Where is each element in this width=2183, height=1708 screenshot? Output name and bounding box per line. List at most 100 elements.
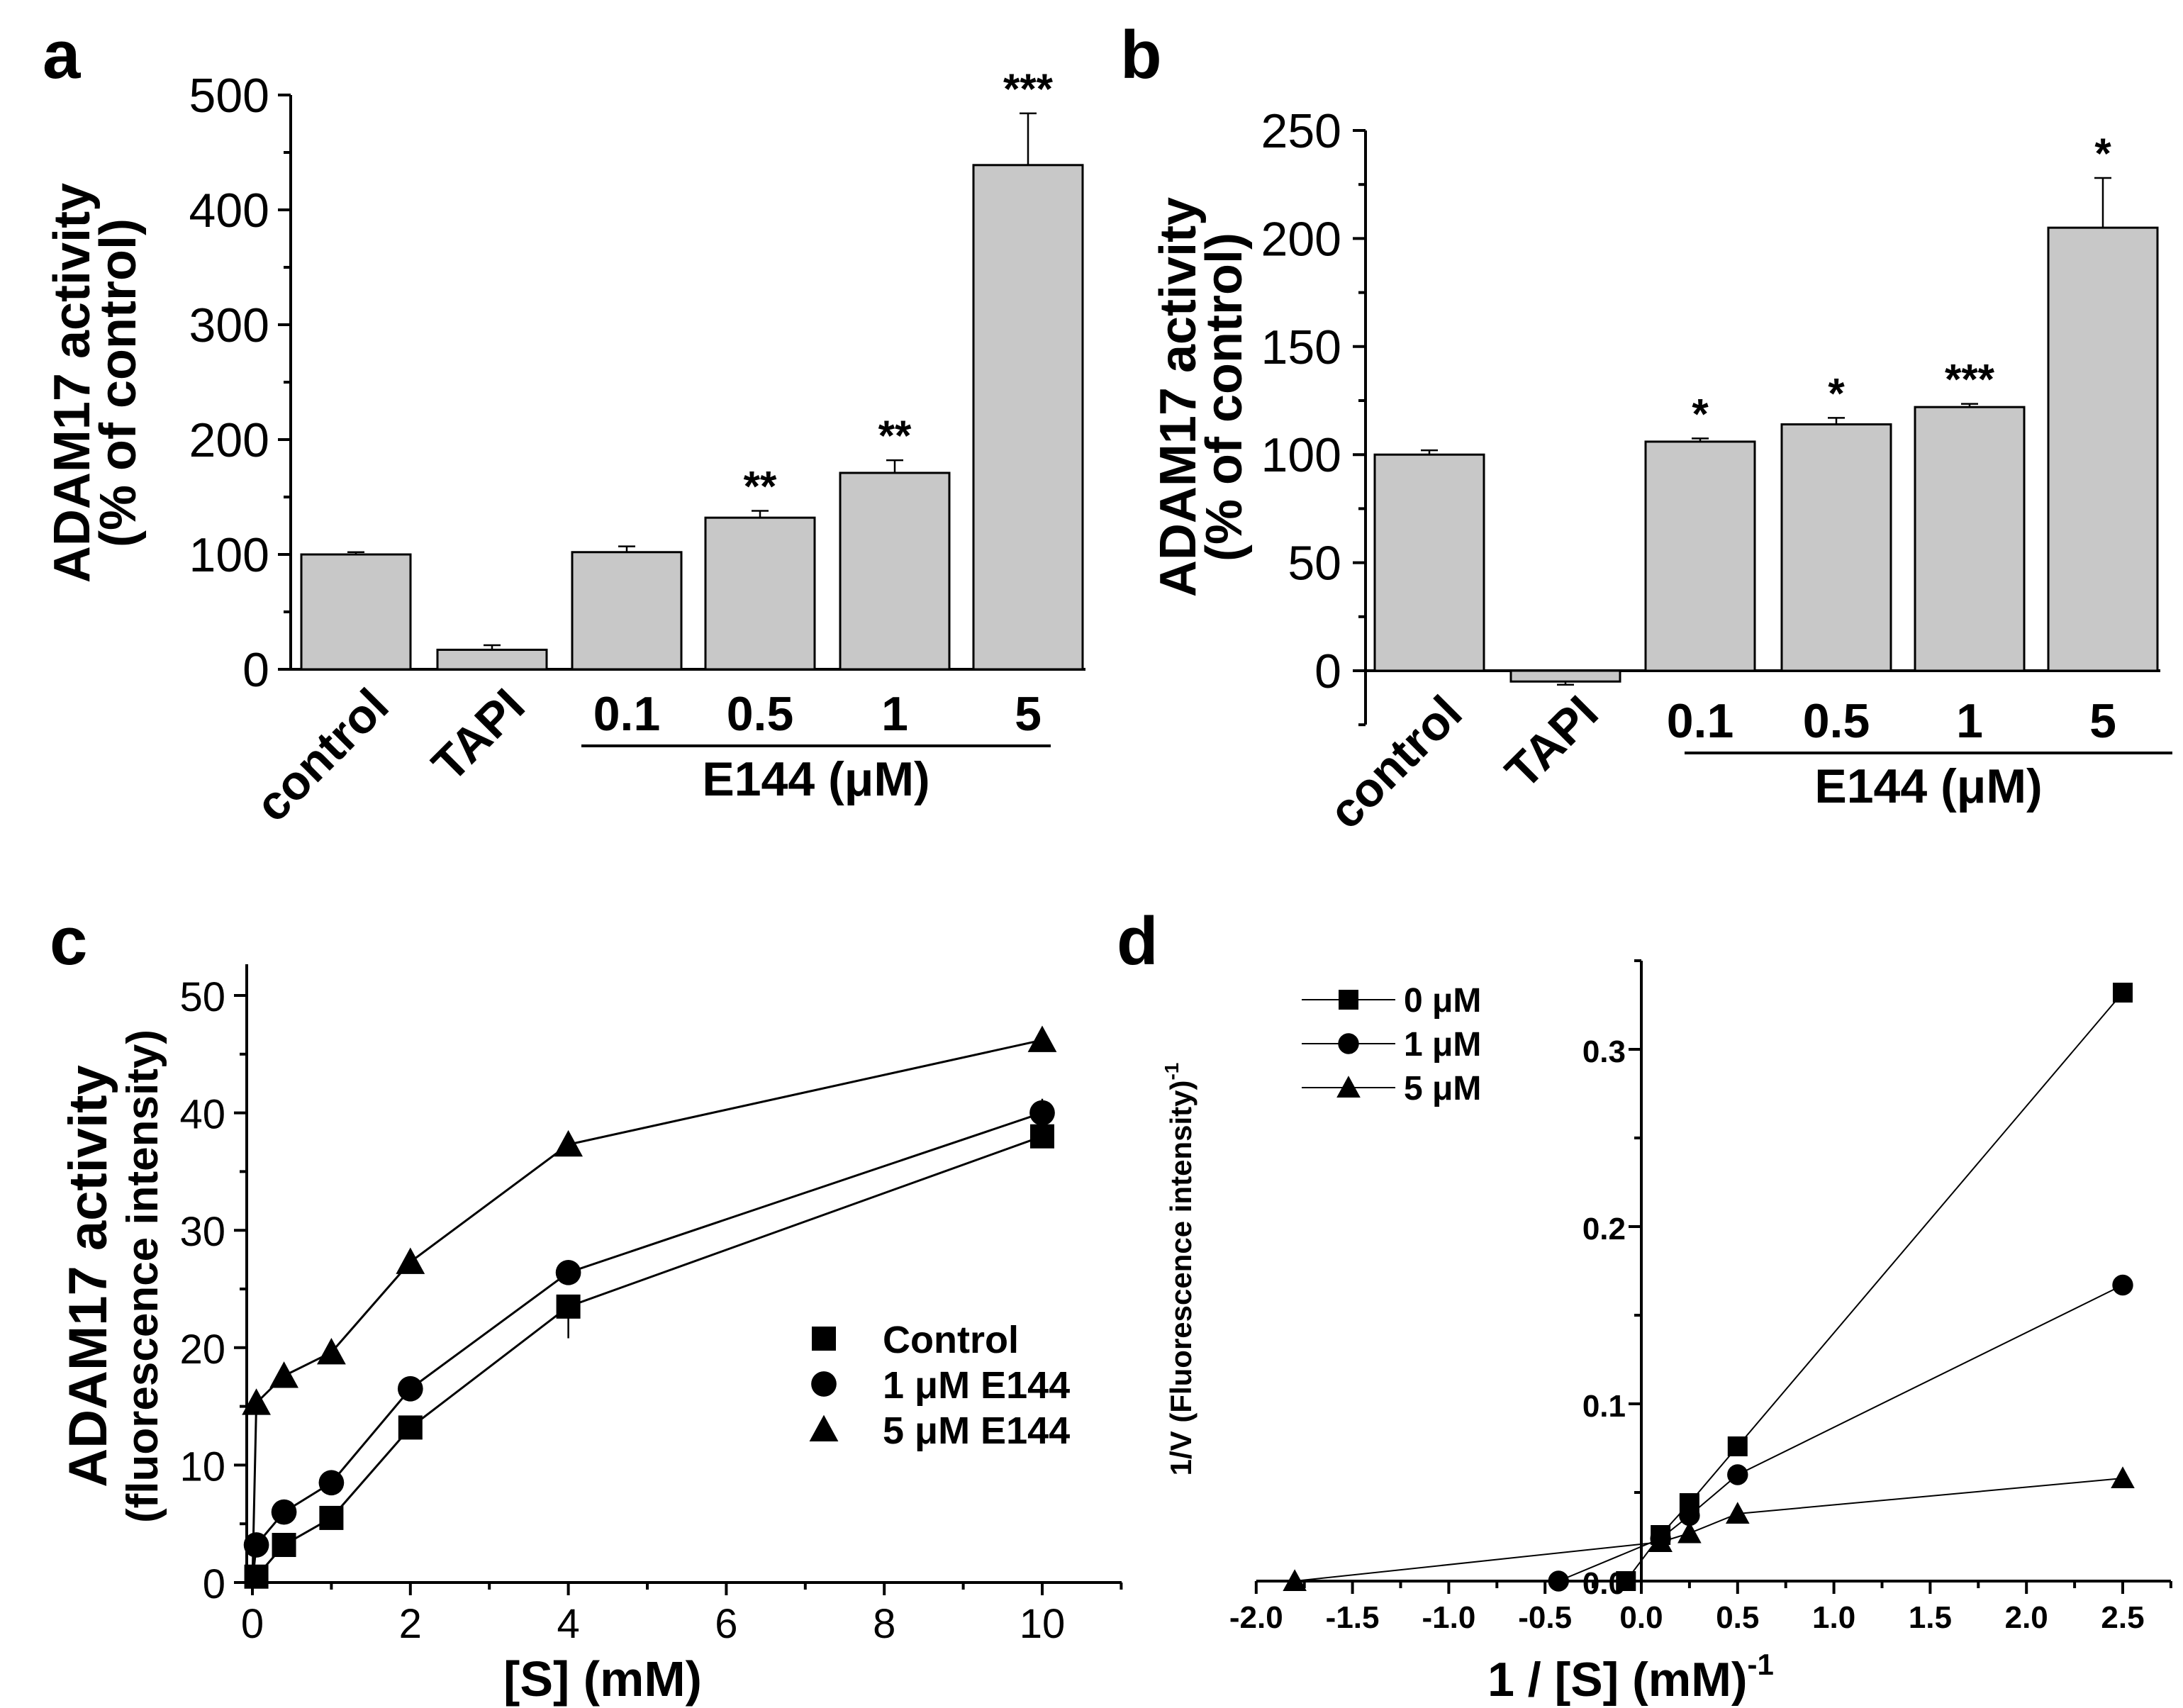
legend-label: 1 μM bbox=[1404, 1026, 1481, 1064]
bar-control bbox=[1373, 453, 1485, 672]
data-point-triangle bbox=[1283, 1569, 1307, 1591]
panel-label-c: c bbox=[50, 903, 87, 979]
y-axis-title: ADAM17 activity bbox=[58, 1065, 118, 1487]
data-point-square bbox=[1727, 1436, 1748, 1456]
y-tick-label: 50 bbox=[179, 974, 225, 1020]
group-label: E144 (μM) bbox=[1814, 759, 2042, 813]
bar-5 bbox=[2047, 226, 2159, 672]
panel-label-d: d bbox=[1117, 903, 1159, 979]
bar-TAPI bbox=[1509, 669, 1621, 683]
y-tick-label: 0.1 bbox=[1582, 1389, 1626, 1424]
x-category-label: 1 bbox=[881, 687, 908, 741]
x-tick-label: 0.5 bbox=[1716, 1600, 1759, 1635]
significance-marker: * bbox=[2094, 130, 2111, 177]
bar-5 bbox=[972, 164, 1084, 671]
y-axis-subtitle: (fluorescence intensity) bbox=[118, 1029, 167, 1523]
data-point-circle bbox=[271, 1499, 297, 1525]
panel-d-lineweaver-burk-plot: 0.00.10.20.3-2.0 -1.5 -1.0 -0.5 0.0 0.5 1.0 1.5… bbox=[1161, 959, 2172, 1707]
data-point-square bbox=[319, 1505, 344, 1530]
x-category-label: 0.1 bbox=[593, 687, 661, 741]
x-tick-label: 1.0 bbox=[1812, 1600, 1855, 1635]
significance-marker: *** bbox=[1945, 356, 1995, 403]
y-tick-label: 0.3 bbox=[1582, 1034, 1626, 1069]
legend-marker-triangle bbox=[809, 1414, 839, 1441]
significance-marker: ** bbox=[744, 462, 777, 510]
y-axis-title: ADAM17 activity bbox=[1150, 197, 1207, 597]
y-tick-label: 400 bbox=[189, 184, 269, 238]
y-tick-label: 30 bbox=[179, 1209, 225, 1255]
data-point-square bbox=[1616, 1571, 1636, 1591]
x-category-label: control bbox=[245, 679, 399, 832]
data-point-square bbox=[272, 1533, 296, 1558]
data-point-circle bbox=[318, 1470, 345, 1496]
legend-label: Control bbox=[883, 1319, 1019, 1361]
legend-label: 5 μM E144 bbox=[883, 1410, 1070, 1452]
x-category-label: 5 bbox=[2089, 694, 2116, 748]
y-tick-label: 20 bbox=[179, 1327, 225, 1373]
bar-TAPI bbox=[436, 648, 548, 671]
bar-0.5 bbox=[704, 516, 816, 671]
data-point-square bbox=[1030, 1124, 1054, 1149]
data-point-circle bbox=[243, 1532, 269, 1558]
legend-marker-square bbox=[812, 1327, 836, 1351]
legend-marker-square bbox=[1339, 990, 1358, 1010]
data-point-triangle bbox=[1027, 1025, 1057, 1052]
data-point-circle bbox=[1727, 1464, 1748, 1485]
x-tick-label: 6 bbox=[715, 1601, 737, 1647]
data-point-triangle bbox=[269, 1361, 298, 1388]
x-category-label: 0.5 bbox=[727, 687, 794, 741]
y-tick-label: 200 bbox=[189, 413, 269, 467]
y-axis-subtitle: (% of control) bbox=[90, 218, 147, 547]
panel-label-b: b bbox=[1120, 17, 1162, 93]
bar-1 bbox=[839, 471, 951, 671]
data-point-triangle bbox=[1677, 1521, 1702, 1544]
data-point-circle bbox=[397, 1375, 423, 1402]
data-point-triangle bbox=[396, 1247, 425, 1274]
y-axis-title-exponent: -1 bbox=[1161, 1063, 1183, 1081]
y-tick-label: 200 bbox=[1261, 212, 1341, 266]
y-axis-subtitle: (% of control) bbox=[1196, 233, 1253, 562]
x-axis-title-exponent: -1 bbox=[1748, 1648, 1774, 1681]
bar-control bbox=[300, 553, 412, 671]
panel-a-bar-chart: 0 100 200 300 400 500 ADAM17 activity(% of con… bbox=[44, 65, 1085, 832]
data-point-square bbox=[244, 1564, 269, 1589]
series-line-0 bbox=[1625, 992, 2123, 1582]
data-point-circle bbox=[555, 1259, 581, 1285]
x-tick-label: 0 bbox=[241, 1601, 264, 1647]
x-category-label: 0.1 bbox=[1667, 694, 1734, 748]
data-point-triangle bbox=[1648, 1530, 1673, 1552]
x-tick-label: 8 bbox=[873, 1601, 895, 1647]
y-tick-label: 150 bbox=[1261, 320, 1341, 374]
x-tick-label: 2.5 bbox=[2101, 1600, 2144, 1635]
series-line-2 bbox=[1295, 1478, 2123, 1582]
data-point-square bbox=[556, 1294, 581, 1319]
series-line-2 bbox=[251, 1039, 1043, 1583]
x-tick-label: -1.0 bbox=[1422, 1600, 1475, 1635]
panel-b-bar-chart: 0 50 100 150 200 250 ADAM17 activity(% of cont… bbox=[1150, 104, 2172, 839]
y-axis-title: 1/V (Fluorescence intensity)-1 bbox=[1161, 1063, 1197, 1476]
group-label: E144 (μM) bbox=[702, 752, 929, 806]
bar-1 bbox=[1914, 406, 2026, 672]
legend-label: 0 μM bbox=[1404, 982, 1481, 1020]
x-category-label: 1 bbox=[1956, 694, 1983, 748]
x-category-label: 0.5 bbox=[1803, 694, 1870, 748]
panel-c-line-chart: 0 10 20 30 40 50 0 2 4 6 8 10 [S] (mM) ADAM17 activit… bbox=[58, 964, 1123, 1707]
x-category-label: TAPI bbox=[422, 679, 535, 792]
y-tick-label: 100 bbox=[1261, 428, 1341, 482]
data-point-circle bbox=[1548, 1570, 1569, 1592]
legend-marker-circle bbox=[811, 1371, 837, 1397]
y-tick-label: 300 bbox=[189, 298, 269, 352]
x-tick-label: 4 bbox=[557, 1601, 579, 1647]
legend-label: 1 μM E144 bbox=[883, 1364, 1070, 1407]
y-tick-label: 0.2 bbox=[1582, 1212, 1626, 1246]
x-tick-label: 2.0 bbox=[2005, 1600, 2048, 1635]
legend-marker-circle bbox=[1338, 1033, 1359, 1054]
panel-label-a: a bbox=[43, 17, 81, 93]
significance-marker: ** bbox=[878, 412, 912, 459]
x-tick-label: 2 bbox=[399, 1601, 422, 1647]
data-point-triangle bbox=[1726, 1502, 1750, 1524]
x-tick-label: 10 bbox=[1020, 1601, 1066, 1647]
x-axis-title: 1 / [S] (mM)-1 bbox=[1487, 1648, 1774, 1707]
significance-marker: * bbox=[1692, 390, 1709, 437]
